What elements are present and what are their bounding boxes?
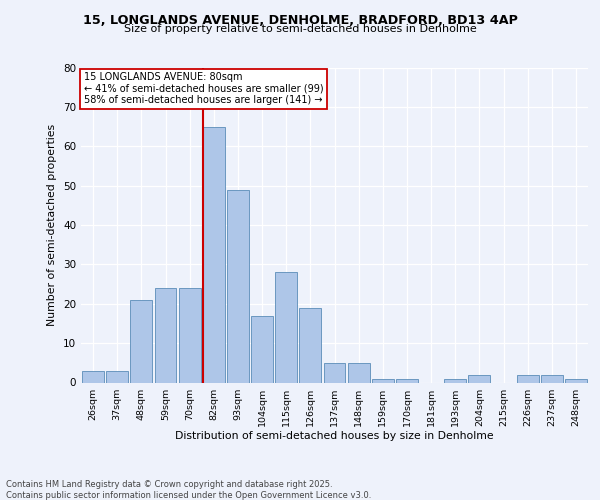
Bar	[130, 300, 152, 382]
Bar	[372, 378, 394, 382]
Bar	[299, 308, 321, 382]
Bar	[251, 316, 273, 382]
Text: 15 LONGLANDS AVENUE: 80sqm
← 41% of semi-detached houses are smaller (99)
58% of: 15 LONGLANDS AVENUE: 80sqm ← 41% of semi…	[83, 72, 323, 106]
Bar	[179, 288, 200, 382]
X-axis label: Distribution of semi-detached houses by size in Denholme: Distribution of semi-detached houses by …	[175, 432, 494, 442]
Bar	[348, 363, 370, 382]
Bar	[565, 378, 587, 382]
Bar	[396, 378, 418, 382]
Text: 15, LONGLANDS AVENUE, DENHOLME, BRADFORD, BD13 4AP: 15, LONGLANDS AVENUE, DENHOLME, BRADFORD…	[83, 14, 517, 27]
Bar	[106, 370, 128, 382]
Bar	[323, 363, 346, 382]
Y-axis label: Number of semi-detached properties: Number of semi-detached properties	[47, 124, 58, 326]
Text: Contains HM Land Registry data © Crown copyright and database right 2025.
Contai: Contains HM Land Registry data © Crown c…	[6, 480, 371, 500]
Text: Size of property relative to semi-detached houses in Denholme: Size of property relative to semi-detach…	[124, 24, 476, 34]
Bar	[445, 378, 466, 382]
Bar	[82, 370, 104, 382]
Bar	[227, 190, 249, 382]
Bar	[203, 126, 224, 382]
Bar	[275, 272, 297, 382]
Bar	[517, 374, 539, 382]
Bar	[541, 374, 563, 382]
Bar	[155, 288, 176, 382]
Bar	[469, 374, 490, 382]
